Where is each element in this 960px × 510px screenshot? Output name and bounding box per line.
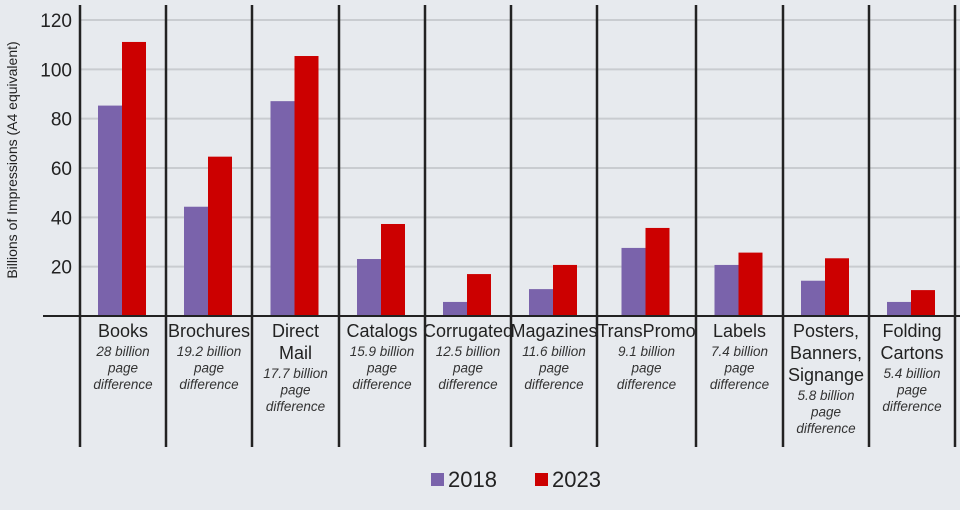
y-tick-label: 20 xyxy=(51,258,72,279)
category-note: 11.6 billion xyxy=(522,344,586,359)
bar-2018 xyxy=(621,247,646,316)
category-note: 19.2 billion xyxy=(177,344,242,359)
category-note: page xyxy=(193,361,224,376)
category-note: 15.9 billion xyxy=(350,344,415,359)
bar-2023 xyxy=(645,227,670,316)
category-note: 5.4 billion xyxy=(883,366,940,381)
category-note: difference xyxy=(179,377,238,392)
category-label: TransPromo xyxy=(597,321,695,341)
category-label: Catalogs xyxy=(346,321,417,341)
y-tick-label: 120 xyxy=(40,11,72,32)
y-tick-label: 60 xyxy=(51,159,72,180)
category-note: page xyxy=(723,361,754,376)
category-note: 9.1 billion xyxy=(618,344,675,359)
bar-2023 xyxy=(467,274,491,316)
legend-label-2018: 2018 xyxy=(448,467,497,492)
category-note: difference xyxy=(352,377,411,392)
bar-2018 xyxy=(887,301,911,316)
category-label: Magazines xyxy=(510,321,597,341)
category-note: 17.7 billion xyxy=(263,366,328,381)
bar-2018 xyxy=(270,101,295,316)
category-label: Labels xyxy=(713,321,766,341)
bar-2018 xyxy=(98,105,122,317)
category-note: difference xyxy=(882,399,941,414)
bar-2023 xyxy=(122,41,146,316)
category-dividers xyxy=(78,5,957,447)
bar-2018 xyxy=(184,206,208,316)
category-note: page xyxy=(366,361,397,376)
category-note: difference xyxy=(266,399,325,414)
y-tick-label: 100 xyxy=(40,60,72,81)
y-tick-label: 40 xyxy=(51,208,72,229)
category-label: Signange xyxy=(788,365,864,385)
category-note: page xyxy=(107,361,138,376)
category-label: Banners, xyxy=(790,343,862,363)
category-note: difference xyxy=(617,377,676,392)
category-label: Posters, xyxy=(793,321,859,341)
bar-2023 xyxy=(738,252,763,316)
category-note: page xyxy=(538,361,569,376)
legend-swatch-2023 xyxy=(535,473,548,486)
category-note: difference xyxy=(438,377,497,392)
legend: 2018 2023 xyxy=(431,467,601,492)
category-note: difference xyxy=(710,377,769,392)
bar-2023 xyxy=(911,290,935,316)
category-note: 12.5 billion xyxy=(436,344,501,359)
bar-2018 xyxy=(801,280,825,316)
bar-2018 xyxy=(529,289,553,316)
bar-2023 xyxy=(825,258,849,316)
category-note: difference xyxy=(524,377,583,392)
category-note: 28 billion xyxy=(95,344,149,359)
category-label: Folding xyxy=(882,321,941,341)
category-note: page xyxy=(630,361,661,376)
bar-2018 xyxy=(357,259,381,316)
y-axis-label: Billions of Impressions (A4 equivalent) xyxy=(4,41,20,278)
bar-2023 xyxy=(294,56,319,316)
bar-2018 xyxy=(714,264,739,316)
category-note: page xyxy=(279,383,310,398)
category-label: Brochures xyxy=(168,321,250,341)
category-label: Mail xyxy=(279,343,312,363)
y-axis-ticks: 20 40 60 80 100 120 xyxy=(40,11,72,279)
category-note: 5.8 billion xyxy=(797,388,854,403)
category-label: Direct xyxy=(272,321,319,341)
category-note: page xyxy=(810,405,841,420)
bar-2023 xyxy=(381,223,405,316)
category-note: page xyxy=(452,361,483,376)
category-label: Books xyxy=(98,321,148,341)
category-note: difference xyxy=(93,377,152,392)
category-note: difference xyxy=(796,421,855,436)
category-label: Corrugated xyxy=(423,321,513,341)
legend-label-2023: 2023 xyxy=(552,467,601,492)
y-tick-label: 80 xyxy=(51,110,72,131)
legend-swatch-2018 xyxy=(431,473,444,486)
bar-2023 xyxy=(208,156,232,316)
bar-2023 xyxy=(553,264,577,316)
category-note: 7.4 billion xyxy=(711,344,768,359)
category-note: page xyxy=(896,383,927,398)
category-label: Cartons xyxy=(880,343,943,363)
bar-2018 xyxy=(443,301,467,316)
bars xyxy=(98,41,935,317)
